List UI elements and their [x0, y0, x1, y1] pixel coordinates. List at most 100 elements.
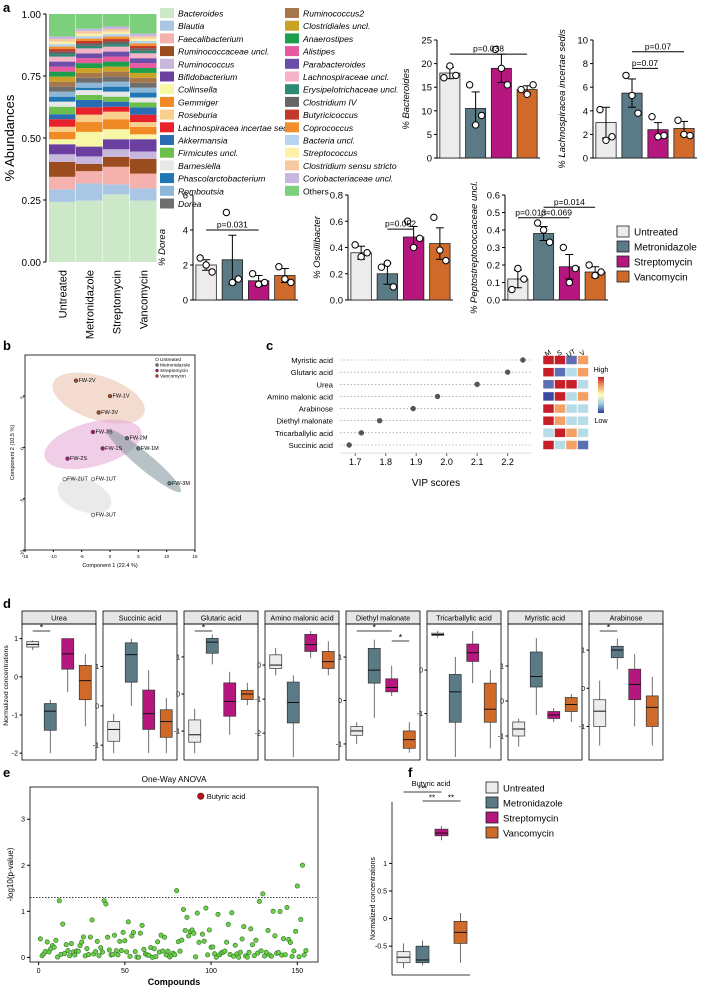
- legend-label: Streptococcus: [303, 148, 358, 158]
- pca-point: [62, 477, 67, 482]
- stack-segment: [103, 111, 130, 120]
- y-tick-label: 0.4: [330, 243, 343, 254]
- legend-label: Anaerostipes: [302, 34, 354, 44]
- y-tick-label: 1: [581, 648, 585, 655]
- y-tick-label: 10: [577, 36, 588, 47]
- compound-point: [284, 905, 290, 911]
- group-legend-label: Metronidazole: [503, 799, 563, 810]
- legend-label: Lachnospiraceae uncl.: [303, 72, 389, 82]
- data-point: [660, 131, 668, 140]
- data-point: [442, 256, 450, 265]
- legend-swatch: [160, 160, 174, 171]
- p-value-label: p=0.013: [515, 207, 546, 217]
- data-point: [430, 213, 438, 222]
- legend-swatch: [160, 20, 174, 31]
- stack-segment: [76, 38, 103, 42]
- stack-segment: [76, 82, 103, 88]
- panel-frame: [426, 623, 502, 761]
- compound-point: [61, 951, 67, 957]
- stack-segment: [49, 119, 76, 127]
- legend-swatch: [285, 135, 299, 145]
- compound-point: [132, 949, 138, 955]
- chart-title: One-Way ANOVA: [141, 774, 206, 784]
- compound-point: [232, 942, 238, 948]
- x-tick-label: 0: [37, 968, 41, 975]
- compound-point: [106, 947, 112, 953]
- pca-point: [90, 513, 96, 518]
- group-legend-swatch: [485, 796, 499, 809]
- data-point: [634, 109, 642, 117]
- compound-point: [127, 953, 133, 959]
- stack-segment: [130, 151, 157, 159]
- y-axis-label: % Oscillibacter: [312, 215, 323, 279]
- y-tick-label: 4: [183, 226, 188, 237]
- y-tick-label: 0.4: [487, 226, 500, 237]
- x-axis-label: VIP scores: [412, 478, 460, 489]
- data-point: [446, 62, 454, 70]
- y-tick-label: 1: [21, 909, 25, 916]
- data-point: [596, 105, 604, 114]
- stack-segment: [103, 29, 130, 32]
- data-point: [520, 275, 528, 283]
- stack-segment: [76, 146, 103, 157]
- y-tick-label: 0.5: [487, 208, 500, 219]
- compound-point: [205, 952, 211, 958]
- data-point: [622, 71, 630, 80]
- heat-cell: [542, 415, 555, 426]
- compound-point: [86, 952, 92, 958]
- stack-segment: [49, 54, 76, 57]
- stack-segment: [130, 200, 157, 262]
- heat-column-label: V: [579, 349, 587, 358]
- compound-point: [191, 930, 197, 936]
- y-tick-label: 0: [419, 668, 423, 675]
- heat-cell: [542, 379, 555, 390]
- stack-segment: [103, 91, 130, 97]
- panel-title: Amino malonic acid: [270, 614, 333, 623]
- x-tick-label: -5: [80, 554, 84, 559]
- heat-cell: [577, 403, 589, 414]
- y-tick-label: 0: [95, 703, 99, 710]
- y-tick-label: 0.6: [487, 191, 500, 202]
- data-point: [571, 264, 580, 273]
- pca-legend-label: Untreated: [160, 357, 181, 363]
- y-tick-label: 0.6: [330, 217, 343, 228]
- heat-column-label: S: [556, 349, 564, 358]
- pca-legend-label: Streptomycin: [160, 368, 188, 374]
- legend-swatch: [285, 71, 299, 82]
- stack-segment: [103, 14, 130, 27]
- compound-point: [180, 906, 186, 912]
- compound-point: [115, 952, 121, 958]
- metabolite-label: Amino malonic acid: [267, 392, 333, 401]
- stack-segment: [130, 41, 157, 44]
- stack-segment: [103, 46, 130, 52]
- y-tick-label: 0: [176, 692, 180, 699]
- stack-segment: [49, 36, 76, 40]
- legend-label: Bacteria uncl.: [303, 136, 355, 146]
- panel-label-a: a: [3, 0, 11, 15]
- stack-segment: [76, 45, 103, 49]
- stack-segment: [76, 122, 103, 132]
- compound-point: [44, 939, 50, 945]
- compound-point: [303, 948, 309, 954]
- pca-point-label: FW-3V: [101, 410, 118, 416]
- data-point: [415, 234, 424, 243]
- compound-point: [241, 924, 247, 930]
- stack-segment: [76, 107, 103, 115]
- heat-cell: [577, 428, 589, 438]
- data-point: [686, 131, 694, 140]
- x-tick-label: 2.0: [440, 457, 453, 467]
- stack-segment: [130, 77, 157, 83]
- heat-cell: [565, 379, 578, 390]
- heat-column-label: UT: [565, 348, 577, 359]
- compound-point: [110, 952, 116, 958]
- y-tick-label: 0: [583, 154, 588, 165]
- vip-point: [474, 381, 480, 387]
- y-tick-label: 0: [14, 674, 18, 681]
- vip-point: [520, 357, 526, 363]
- heat-cell: [565, 367, 578, 377]
- data-point: [497, 64, 506, 73]
- y-axis-label: % Abundances: [2, 94, 17, 181]
- compound-point: [141, 946, 147, 952]
- legend-label: Blautia: [178, 21, 204, 31]
- pca-point: [124, 436, 130, 441]
